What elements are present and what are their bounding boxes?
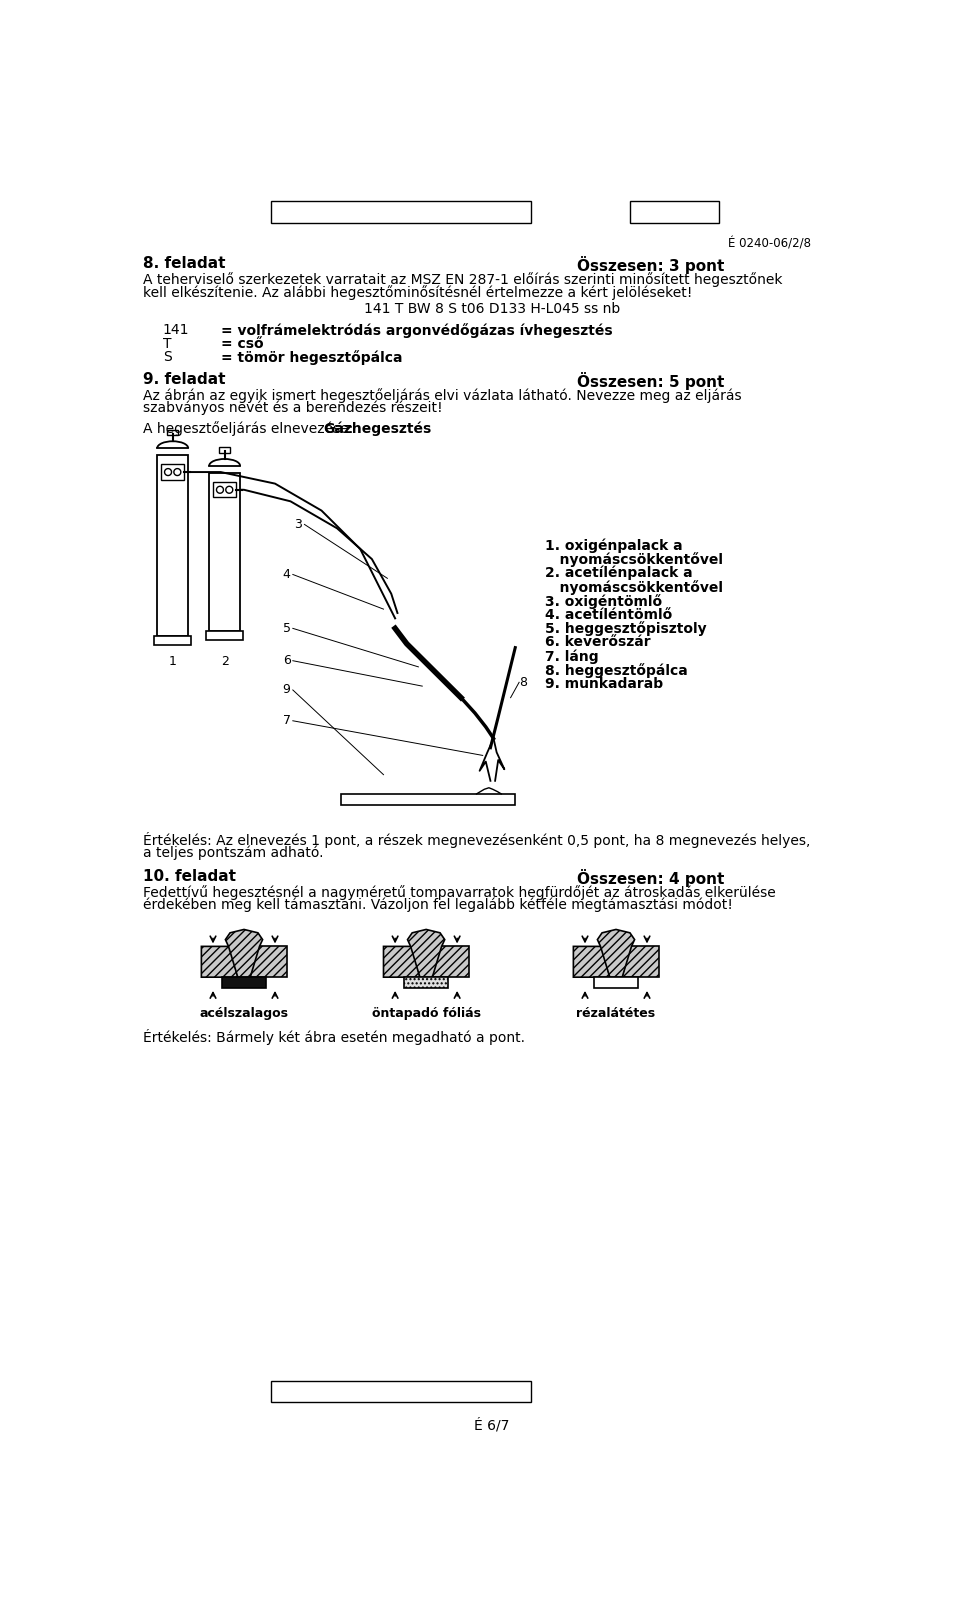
Text: 7: 7	[282, 714, 291, 727]
Polygon shape	[597, 930, 635, 978]
Bar	[161, 464, 184, 480]
Text: 10. feladat: 10. feladat	[143, 870, 236, 884]
Text: = cső: = cső	[221, 337, 263, 351]
Polygon shape	[251, 946, 287, 978]
Text: 2. acetílénpalack a: 2. acetílénpalack a	[544, 565, 692, 580]
Bar	[630, 201, 719, 222]
Text: kell elkészítenie. Az alábbi hegesztőminősítésnél értelmezze a kért jelöléseket!: kell elkészítenie. Az alábbi hegesztőmin…	[143, 285, 692, 300]
Text: 8. feladat: 8. feladat	[143, 256, 226, 272]
Text: 8: 8	[519, 675, 527, 690]
Bar	[157, 456, 188, 636]
Text: 3: 3	[295, 517, 302, 532]
Text: = volfrámelektródás argonvédőgázas ívhegesztés: = volfrámelektródás argonvédőgázas ívheg…	[221, 322, 612, 338]
Text: Összesen: 4 pont: Összesen: 4 pont	[577, 870, 725, 888]
Text: 9. munkadarab: 9. munkadarab	[544, 677, 662, 691]
Text: A hegesztőeljárás elnevezése:: A hegesztőeljárás elnevezése:	[143, 420, 358, 437]
Polygon shape	[202, 946, 238, 978]
Text: = tömör hegesztőpálca: = tömör hegesztőpálca	[221, 351, 402, 366]
Text: Összesen: 3 pont: Összesen: 3 pont	[577, 256, 725, 274]
Text: Értékelés: Az elnevezés 1 pont, a részek megnevezésenként 0,5 pont, ha 8 megneve: Értékelés: Az elnevezés 1 pont, a részek…	[143, 833, 810, 849]
Text: 2: 2	[221, 656, 228, 669]
Text: 6. keverőszár: 6. keverőszár	[544, 635, 650, 649]
Bar	[155, 636, 191, 646]
Text: 7. láng: 7. láng	[544, 649, 598, 664]
Polygon shape	[404, 978, 447, 988]
Text: szabványos nevét és a berendezés részeit!: szabványos nevét és a berendezés részeit…	[143, 401, 443, 416]
Text: Fedettívű hegesztésnél a nagyméretű tompavarratok hegfürdőjét az átroskadás elke: Fedettívű hegesztésnél a nagyméretű tomp…	[143, 886, 776, 901]
Polygon shape	[573, 946, 610, 978]
Text: 9. feladat: 9. feladat	[143, 372, 226, 387]
Bar	[219, 448, 230, 453]
Text: öntapadó fóliás: öntapadó fóliás	[372, 1007, 481, 1020]
Polygon shape	[432, 946, 468, 978]
Text: T: T	[162, 337, 171, 351]
Text: É 0240-06/2/8: É 0240-06/2/8	[729, 238, 811, 251]
Text: a teljes pontszám adható.: a teljes pontszám adható.	[143, 846, 324, 860]
Bar	[271, 201, 531, 222]
Text: 141 T BW 8 S t06 D133 H-L045 ss nb: 141 T BW 8 S t06 D133 H-L045 ss nb	[364, 301, 620, 316]
Polygon shape	[622, 946, 659, 978]
Text: acélszalagos: acélszalagos	[200, 1007, 289, 1020]
Bar	[213, 482, 236, 498]
Text: S: S	[162, 351, 172, 364]
Text: 4: 4	[282, 569, 291, 582]
Text: 6: 6	[282, 654, 291, 667]
Text: 141: 141	[162, 322, 189, 337]
Text: nyomáscsökkentővel: nyomáscsökkentővel	[544, 553, 723, 567]
Text: Összesen: 5 pont: Összesen: 5 pont	[577, 372, 725, 390]
Text: 9: 9	[282, 683, 291, 696]
Text: nyomáscsökkentővel: nyomáscsökkentővel	[544, 580, 723, 594]
Text: 1: 1	[169, 656, 177, 669]
Text: A teherviselő szerkezetek varratait az MSZ EN 287-1 előírás szerinti minősített : A teherviselő szerkezetek varratait az M…	[143, 272, 782, 287]
Bar	[341, 794, 516, 806]
Text: rézalátétes: rézalátétes	[576, 1007, 656, 1020]
Polygon shape	[383, 946, 420, 978]
Text: 1. oxigénpalack a: 1. oxigénpalack a	[544, 538, 683, 553]
Polygon shape	[223, 978, 266, 988]
Text: Az ábrán az egyik ismert hegesztőeljárás elvi vázlata látható. Nevezze meg az el: Az ábrán az egyik ismert hegesztőeljárás…	[143, 388, 742, 403]
Text: É 6/7: É 6/7	[474, 1418, 510, 1432]
Polygon shape	[226, 930, 263, 978]
Bar	[206, 630, 243, 640]
Text: 5: 5	[282, 622, 291, 635]
Polygon shape	[594, 978, 637, 988]
Bar	[167, 430, 179, 435]
Text: 3. oxigéntömlő: 3. oxigéntömlő	[544, 594, 661, 609]
Bar	[271, 1381, 531, 1402]
Text: Értékelés: Bármely két ábra esetén megadható a pont.: Értékelés: Bármely két ábra esetén megad…	[143, 1029, 525, 1046]
Polygon shape	[408, 930, 444, 978]
Text: 5. heggesztőpisztoly: 5. heggesztőpisztoly	[544, 622, 707, 636]
Text: 8. heggesztőpálca: 8. heggesztőpálca	[544, 664, 687, 678]
Text: érdekében meg kell támasztani. Vázoljon fel legalább kétféle megtámasztási módot: érdekében meg kell támasztani. Vázoljon …	[143, 897, 733, 912]
Bar	[209, 474, 240, 630]
Text: 4. acetíléntömlő: 4. acetíléntömlő	[544, 607, 672, 622]
Text: Gázhegesztés: Gázhegesztés	[324, 420, 431, 435]
